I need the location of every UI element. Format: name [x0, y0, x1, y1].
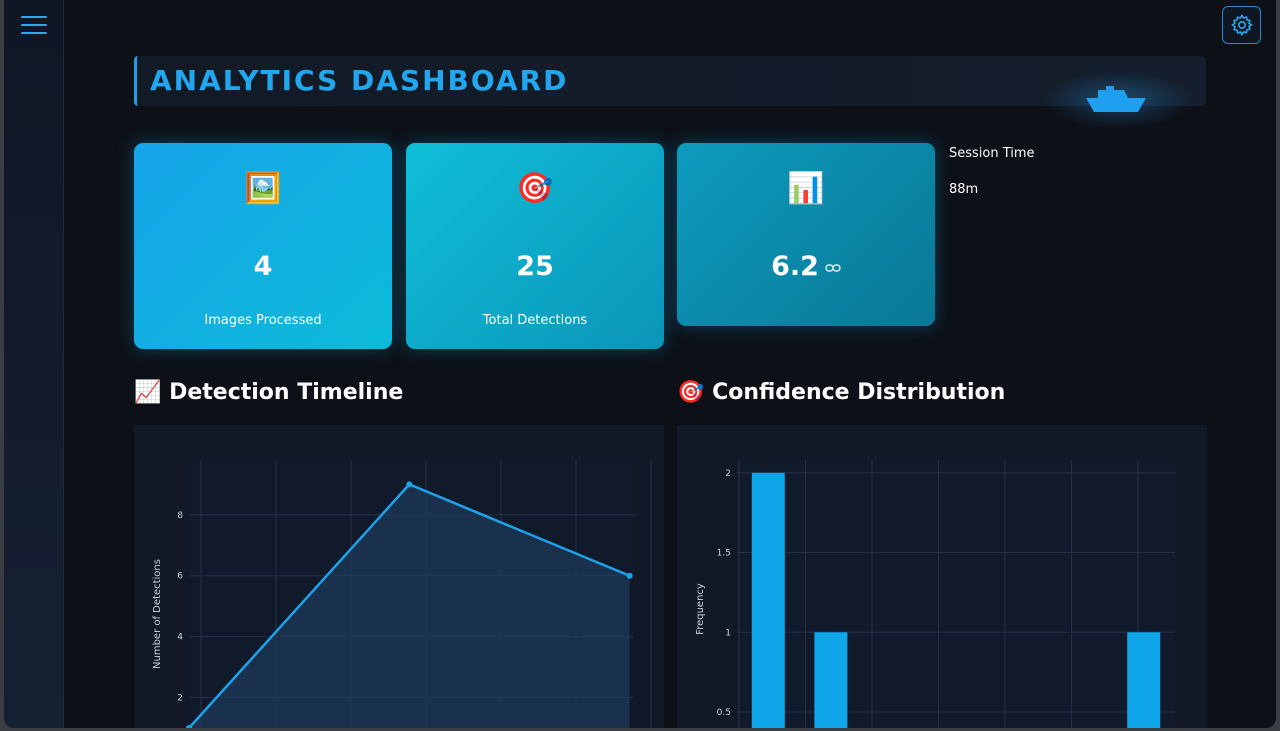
average-value-row: 6.2 [677, 251, 935, 282]
y-axis-label: Number of Detections [152, 559, 163, 669]
timeline-chart-panel: 2 4 6 8 Number of Detections [134, 425, 664, 728]
bar[interactable] [1127, 632, 1161, 728]
y-tick-label: 4 [177, 633, 183, 643]
data-point[interactable] [626, 572, 633, 579]
y-tick-label: 1.5 [717, 549, 731, 559]
series-area [189, 484, 630, 728]
ship-icon [1086, 86, 1146, 112]
stat-card-average: 📊 6.2 [677, 143, 935, 326]
images-processed-value: 4 [253, 251, 273, 282]
stat-card-images: 🖼️ 4 Images Processed [134, 143, 392, 349]
target-icon: 🎯 [516, 172, 554, 205]
y-axis-label: Frequency [695, 583, 706, 635]
bar-chart-icon: 📊 [787, 172, 825, 205]
settings-button[interactable] [1222, 6, 1261, 44]
y-tick-label: 0.5 [717, 708, 731, 718]
page-title: ANALYTICS DASHBOARD [150, 64, 569, 97]
header-bar [134, 56, 1206, 106]
hamburger-icon[interactable] [21, 16, 47, 34]
y-tick-label: 8 [177, 511, 183, 521]
y-tick-label: 6 [177, 572, 183, 582]
confidence-chart-panel: 0.5 1 1.5 2 Frequency [677, 425, 1207, 728]
target-icon: 🎯 [677, 380, 705, 405]
bar[interactable] [814, 632, 848, 728]
session-time-label: Session Time [949, 146, 1035, 161]
app-window: ANALYTICS DASHBOARD 🖼️ 4 Images Processe… [4, 0, 1276, 728]
link-icon[interactable] [825, 263, 841, 273]
confidence-chart[interactable]: 0.5 1 1.5 2 Frequency [677, 425, 1207, 728]
data-point[interactable] [186, 725, 192, 728]
timeline-title-text: Detection Timeline [169, 380, 404, 405]
y-tick-label: 2 [177, 694, 183, 704]
total-detections-value: 25 [516, 251, 554, 282]
timeline-chart[interactable]: 2 4 6 8 Number of Detections [134, 425, 664, 728]
stat-card-detections: 🎯 25 Total Detections [406, 143, 664, 349]
gear-icon [1230, 14, 1253, 36]
plot-area [737, 460, 1175, 728]
confidence-title-text: Confidence Distribution [712, 380, 1006, 405]
confidence-section-title: 🎯 Confidence Distribution [677, 380, 1005, 405]
bar[interactable] [751, 472, 785, 728]
timeline-section-title: 📈 Detection Timeline [134, 380, 403, 405]
images-processed-label: Images Processed [204, 313, 322, 328]
sidebar [4, 0, 64, 728]
session-time-value: 88m [949, 182, 979, 197]
average-value: 6.2 [771, 251, 819, 282]
total-detections-label: Total Detections [482, 313, 588, 328]
data-point[interactable] [406, 481, 413, 488]
y-tick-label: 1 [725, 628, 731, 638]
y-tick-label: 2 [725, 469, 731, 479]
picture-icon: 🖼️ [244, 172, 282, 205]
chart-increasing-icon: 📈 [134, 380, 162, 405]
